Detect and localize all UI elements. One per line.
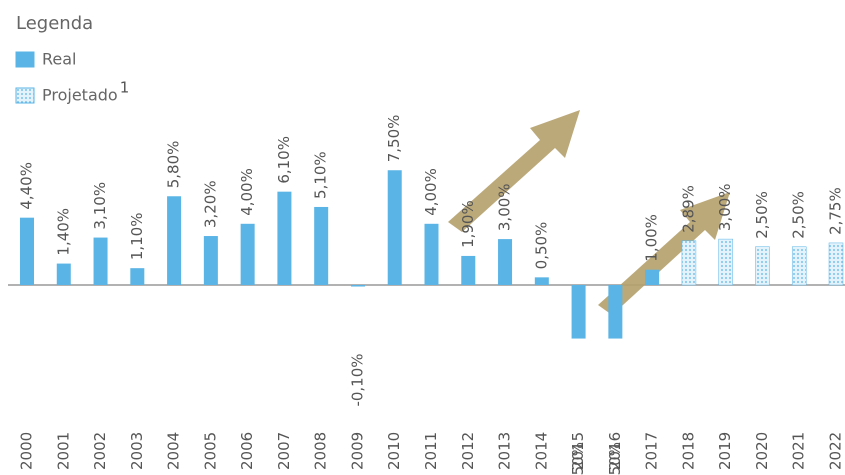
- bar: [314, 206, 329, 285]
- legend-label: Projetado: [42, 86, 118, 105]
- x-tick-label: 2007: [275, 432, 293, 470]
- data-label: 2,75%: [827, 187, 845, 235]
- x-tick-label: 2003: [128, 432, 146, 470]
- data-label: 4,40%: [18, 162, 36, 210]
- arrow: [598, 192, 730, 315]
- bar: [20, 217, 34, 285]
- x-tick-label: 2019: [716, 432, 734, 470]
- x-tick-label: 2000: [18, 432, 36, 470]
- x-tick-label: 2016: [606, 432, 624, 470]
- legend-footnote: 1: [120, 79, 130, 97]
- x-tick-label: 2018: [679, 432, 697, 470]
- data-label: 1,00%: [643, 214, 661, 262]
- data-label: 3,20%: [201, 180, 219, 228]
- data-label: 6,10%: [275, 136, 293, 184]
- bar: [461, 255, 476, 285]
- data-label: 7,50%: [385, 115, 403, 163]
- data-label: 3,10%: [91, 182, 109, 230]
- bar: [571, 285, 586, 339]
- bar: [681, 240, 697, 286]
- data-label: 5,10%: [312, 151, 330, 199]
- bar: [203, 236, 218, 285]
- x-tick-label: 2012: [459, 432, 477, 470]
- data-label: 1,90%: [459, 200, 477, 248]
- data-label: 0,50%: [532, 222, 550, 270]
- x-tick-label: 2020: [753, 432, 771, 470]
- data-label: 5,80%: [165, 141, 183, 189]
- legend-title: Legenda: [16, 13, 93, 34]
- bar: [828, 242, 844, 286]
- bar: [608, 285, 623, 339]
- bar: [534, 277, 549, 285]
- x-tick-label: 2002: [91, 432, 109, 470]
- bar: [240, 223, 255, 285]
- bar: [350, 285, 365, 287]
- data-label: 1,40%: [54, 208, 72, 256]
- x-tick-label: 2014: [532, 432, 550, 470]
- bar: [755, 246, 770, 286]
- data-label: 2,50%: [753, 191, 771, 239]
- x-tick-label: 2008: [312, 432, 330, 470]
- x-tick-label: 2017: [643, 432, 661, 470]
- arrow: [448, 110, 580, 232]
- x-tick-label: 2001: [54, 432, 72, 470]
- bar: [424, 223, 439, 285]
- x-tick-label: 2010: [385, 432, 403, 470]
- data-label: 4,00%: [238, 168, 256, 216]
- data-label: -0,10%: [348, 353, 366, 406]
- x-tick-label: 2022: [827, 432, 845, 470]
- bar: [718, 238, 733, 286]
- bar: [130, 268, 145, 285]
- x-tick-label: 2011: [422, 432, 440, 470]
- bar: [93, 237, 108, 285]
- x-tick-label: 2009: [348, 432, 366, 470]
- bar: [277, 191, 292, 285]
- x-tick-label: 2006: [238, 432, 256, 470]
- data-label: -3,50%: [569, 442, 587, 475]
- data-label: 2,50%: [790, 191, 808, 239]
- data-label: 3,00%: [496, 183, 514, 231]
- x-tick-label: 2013: [496, 432, 514, 470]
- bar: [498, 239, 513, 285]
- legend-swatch: [15, 87, 35, 104]
- data-label: 3,00%: [716, 183, 734, 231]
- x-tick-label: 2021: [790, 432, 808, 470]
- data-label: -3,50%: [606, 442, 624, 475]
- data-label: 2,89%: [679, 185, 697, 233]
- x-tick-label: 2005: [201, 432, 219, 470]
- legend-swatch: [15, 51, 35, 68]
- bar: [791, 246, 807, 286]
- x-tick-label: 2015: [569, 432, 587, 470]
- x-tick-label: 2004: [165, 432, 183, 470]
- legend-label: Real: [42, 50, 77, 69]
- bar: [387, 170, 402, 285]
- bar: [167, 196, 182, 285]
- bar: [56, 263, 71, 285]
- bar: [645, 269, 660, 285]
- data-label: 1,10%: [128, 213, 146, 261]
- legend: Real Projetado 1: [15, 50, 130, 105]
- data-label: 4,00%: [422, 168, 440, 216]
